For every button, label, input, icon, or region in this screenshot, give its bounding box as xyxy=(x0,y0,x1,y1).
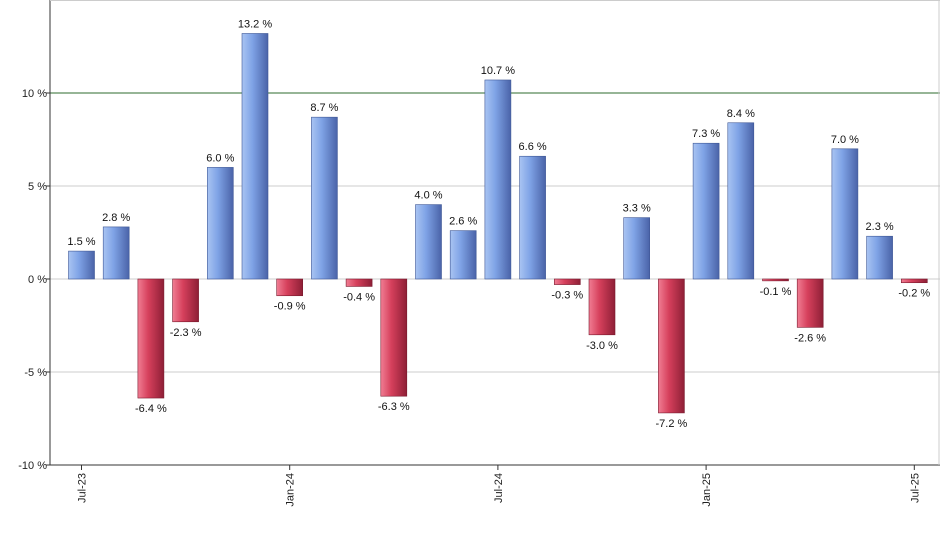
data-label-Mar-24: -0.4 % xyxy=(343,291,375,303)
bar-Nov-23 xyxy=(207,167,234,280)
bar-Feb-25 xyxy=(727,122,755,280)
x-tick-label: Jan-24 xyxy=(285,473,297,507)
bars xyxy=(68,33,928,414)
x-tick-label: Jul-23 xyxy=(77,473,89,503)
bar-Aug-24 xyxy=(519,155,546,280)
data-labels: 1.5 % 2.8 % -6.4 % -2.3 % 6.0 % 13.2 % -0.9 % 8… xyxy=(67,18,930,429)
y-tick-label: 0 % xyxy=(28,274,47,286)
data-label-Aug-23: 2.8 % xyxy=(102,212,130,224)
bar-Sep-23 xyxy=(137,278,165,399)
bar-Mar-25 xyxy=(762,278,789,282)
bar-Nov-24 xyxy=(623,217,651,280)
bar-Jul-25 xyxy=(900,278,928,284)
y-tick-label: 10 % xyxy=(22,88,47,100)
data-label-Jun-24: 2.6 % xyxy=(449,216,477,228)
bar-Sep-24 xyxy=(553,278,581,285)
bar-Oct-23 xyxy=(172,278,199,323)
x-tick-label: Jul-25 xyxy=(909,473,921,503)
data-label-Dec-23: 13.2 % xyxy=(238,18,272,30)
x-tick-label: Jul-24 xyxy=(493,473,505,503)
bar-Jul-24 xyxy=(484,79,512,280)
bar-Jan-25 xyxy=(692,142,720,280)
data-label-Dec-24: -7.2 % xyxy=(656,418,688,430)
data-label-Apr-25: -2.6 % xyxy=(794,332,826,344)
bar-Feb-24 xyxy=(311,116,338,280)
data-label-Jul-25: -0.2 % xyxy=(898,288,930,300)
data-label-May-25: 7.0 % xyxy=(831,134,859,146)
x-tick-label: Jan-25 xyxy=(701,473,713,507)
bar-Jun-25 xyxy=(866,235,893,280)
data-label-Jul-23: 1.5 % xyxy=(67,236,95,248)
data-label-Sep-23: -6.4 % xyxy=(135,403,167,415)
bar-Jul-23 xyxy=(68,250,95,280)
data-label-Mar-25: -0.1 % xyxy=(760,286,792,298)
data-label-May-24: 4.0 % xyxy=(414,190,442,202)
bar-Oct-24 xyxy=(588,278,616,336)
y-tick-label: -5 % xyxy=(24,367,47,379)
axes: -10 % -5 % 0 % 5 % 10 % Jul-23 Jan-24 Jul-24 Jan… xyxy=(18,0,940,507)
data-label-Feb-25: 8.4 % xyxy=(727,108,755,120)
bar-May-24 xyxy=(415,204,442,280)
bar-Mar-24 xyxy=(345,278,373,287)
data-label-Jan-24: -0.9 % xyxy=(274,301,306,313)
data-label-Sep-24: -0.3 % xyxy=(551,290,583,302)
data-label-Jul-24: 10.7 % xyxy=(481,65,515,77)
bar-May-25 xyxy=(831,148,859,280)
data-label-Jan-25: 7.3 % xyxy=(692,128,720,140)
data-label-Aug-24: 6.6 % xyxy=(519,141,547,153)
bar-Aug-23 xyxy=(102,226,130,280)
bar-Dec-24 xyxy=(658,278,685,414)
bar-Jan-24 xyxy=(276,278,304,297)
data-label-Jun-25: 2.3 % xyxy=(866,221,894,233)
data-label-Nov-23: 6.0 % xyxy=(206,152,234,164)
bar-Apr-25 xyxy=(796,278,824,328)
y-tick-label: 5 % xyxy=(28,181,47,193)
y-tick-label: -10 % xyxy=(18,460,47,472)
bar-Jun-24 xyxy=(449,230,477,280)
data-label-Oct-24: -3.0 % xyxy=(586,340,618,352)
bar-Apr-24 xyxy=(380,278,408,397)
data-label-Apr-24: -6.3 % xyxy=(378,401,410,413)
data-label-Oct-23: -2.3 % xyxy=(170,327,202,339)
data-label-Feb-24: 8.7 % xyxy=(310,102,338,114)
data-label-Nov-24: 3.3 % xyxy=(623,203,651,215)
bar-Dec-23 xyxy=(241,33,269,280)
